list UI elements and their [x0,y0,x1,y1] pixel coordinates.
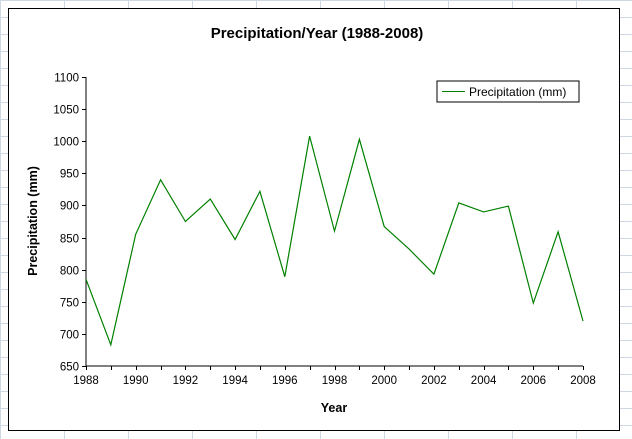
x-tick-label: 2004 [471,375,497,387]
x-tick-label: 1988 [73,375,99,387]
data-point [358,138,360,140]
y-tick-label: 650 [60,362,79,374]
data-point [333,230,335,232]
x-tick-label: 2000 [371,375,397,387]
y-axis-title: Precipitation (mm) [26,166,40,276]
x-tick-label: 2006 [521,375,547,387]
data-point [284,276,286,278]
y-tick-label: 1000 [53,137,79,149]
data-point [408,248,410,250]
y-tick-label: 700 [60,330,79,342]
data-point [159,179,161,181]
legend-label: Precipitation (mm) [469,85,566,99]
legend: Precipitation (mm) [436,80,580,103]
data-point [135,233,137,235]
x-tick-label: 1996 [272,375,298,387]
plot-area: 650 700 750 800 850 900 950 1000 1050 1100 1988 199… [53,73,595,388]
y-tick-label: 850 [60,234,79,246]
data-point [209,198,211,200]
data-point [234,238,236,240]
x-tick-label: 1998 [322,375,348,387]
data-point [85,278,87,280]
series-line-precipitation [85,135,584,347]
y-tick-label: 950 [60,169,79,181]
data-point [532,302,534,304]
y-tick-label: 1100 [54,73,79,85]
y-tick-label: 750 [60,298,79,310]
x-tick-label: 2002 [421,375,447,387]
data-point [259,190,261,192]
chart-area[interactable]: Precipitation/Year (1988-2008) 650 700 750… [8,8,620,431]
x-tick-label: 1990 [123,375,149,387]
y-tick-label: 1050 [53,105,79,117]
data-point [184,220,186,222]
data-point [557,231,559,233]
data-point [458,202,460,204]
x-tick-label: 1994 [222,375,248,387]
x-tick-label: 2008 [570,375,596,387]
line-chart: Precipitation/Year (1988-2008) 650 700 750… [26,25,596,415]
legend-box [436,80,580,103]
y-tick-label: 900 [60,201,79,213]
data-point [383,225,385,227]
data-point [582,320,584,322]
data-point [433,273,435,275]
data-point [308,135,310,137]
x-tick-label: 1992 [173,375,199,387]
x-axis-title: Year [321,401,348,415]
y-tick-label: 800 [60,266,79,278]
data-point [482,211,484,213]
data-point [507,205,509,207]
chart-title: Precipitation/Year (1988-2008) [211,25,424,42]
data-point [110,344,112,346]
